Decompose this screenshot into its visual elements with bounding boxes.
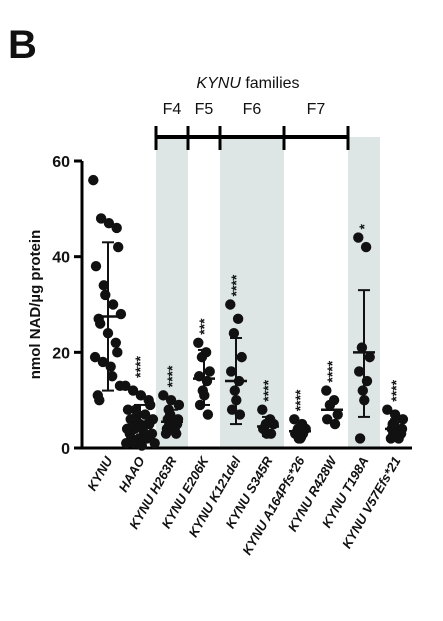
- data-point: [329, 418, 341, 430]
- significance-label: ****: [292, 389, 308, 411]
- data-point: [94, 394, 105, 406]
- data-point: [397, 414, 409, 425]
- data-point: [353, 232, 364, 243]
- data-point: [145, 399, 156, 411]
- data-point: [332, 409, 343, 420]
- data-point: [98, 280, 110, 291]
- data-point: [139, 409, 151, 420]
- data-point: [228, 328, 240, 339]
- data-point: [321, 385, 332, 396]
- data-point: [88, 174, 99, 186]
- data-point: [322, 414, 333, 425]
- shaded-band: [220, 137, 284, 448]
- y-tick-label: 60: [52, 154, 70, 171]
- families-header-gene: KYNU: [196, 75, 241, 92]
- data-point: [127, 414, 138, 425]
- data-point: [364, 351, 375, 363]
- group-7: ****: [321, 360, 343, 430]
- data-point: [127, 385, 139, 396]
- data-point: [113, 241, 124, 253]
- data-point: [196, 351, 208, 363]
- group-0: [88, 174, 127, 406]
- data-point: [261, 428, 272, 439]
- group-9: ****: [382, 379, 409, 444]
- y-tick-label: 0: [61, 441, 70, 458]
- significance-label: ****: [260, 379, 276, 401]
- group-6: ****: [289, 389, 311, 444]
- data-point: [202, 409, 214, 420]
- significance-label: ****: [324, 360, 340, 382]
- data-point: [234, 409, 246, 420]
- data-point: [111, 222, 122, 234]
- data-point: [95, 213, 107, 224]
- data-point: [204, 366, 215, 377]
- data-point: [357, 385, 368, 396]
- data-point: [232, 313, 244, 325]
- data-point: [112, 347, 123, 358]
- data-point: [193, 337, 204, 348]
- y-tick-label: 40: [52, 250, 70, 267]
- families-header-suffix: families: [241, 75, 300, 92]
- data-point: [225, 299, 236, 310]
- data-point: [324, 399, 336, 411]
- data-point: [173, 399, 185, 411]
- data-point: [354, 366, 365, 377]
- data-point: [236, 351, 247, 363]
- panel-label: B: [8, 23, 37, 67]
- data-point: [95, 318, 106, 329]
- data-point: [90, 261, 102, 272]
- data-point: [122, 404, 134, 415]
- y-axis-label: nmol NAD/µg protein: [27, 230, 44, 379]
- data-point: [107, 299, 119, 310]
- data-point: [382, 404, 393, 415]
- group-4: ****: [225, 274, 247, 426]
- x-tick-label: KYNU V57Efs*21: [339, 454, 404, 551]
- group-3: ***: [193, 318, 215, 420]
- family-label: F5: [195, 101, 214, 118]
- shaded-bands: [156, 137, 380, 448]
- family-label: F7: [307, 101, 326, 118]
- significance-label: ***: [196, 318, 212, 335]
- family-brackets: F4 F5 F6 F7: [154, 101, 350, 150]
- data-point: [158, 390, 169, 401]
- significance-label: ****: [132, 355, 148, 377]
- group-8: *: [353, 224, 375, 444]
- family-label: F4: [163, 101, 182, 118]
- x-tick-label: KYNU: [84, 453, 116, 493]
- data-point: [149, 438, 160, 449]
- significance-label: ****: [228, 274, 244, 296]
- family-label: F6: [243, 101, 262, 118]
- data-point: [110, 337, 122, 348]
- families-header: KYNU families: [196, 75, 299, 92]
- x-tick-label: HAAO: [115, 454, 147, 495]
- significance-label: ****: [388, 379, 404, 401]
- data-point: [120, 380, 131, 392]
- data-groups: **** *************** *************: [88, 174, 409, 451]
- data-point: [226, 404, 238, 415]
- data-point: [107, 371, 118, 382]
- data-point: [97, 356, 109, 368]
- data-point: [389, 409, 401, 420]
- significance-label: *: [356, 224, 372, 230]
- data-point: [121, 438, 132, 449]
- data-point: [89, 351, 101, 363]
- data-point: [136, 440, 147, 451]
- group-1: ****: [120, 355, 160, 451]
- data-point: [354, 433, 366, 444]
- data-point: [257, 404, 268, 415]
- y-tick-label: 20: [52, 345, 70, 362]
- data-point: [103, 217, 115, 229]
- data-point: [229, 385, 240, 396]
- y-axis: 0 20 40 60: [52, 154, 84, 458]
- data-point: [360, 241, 372, 253]
- data-point: [165, 394, 177, 406]
- significance-label: ****: [164, 365, 180, 387]
- group-2: ****: [158, 365, 185, 439]
- data-point: [226, 366, 237, 377]
- data-point: [135, 390, 147, 401]
- group-5: ****: [257, 379, 279, 439]
